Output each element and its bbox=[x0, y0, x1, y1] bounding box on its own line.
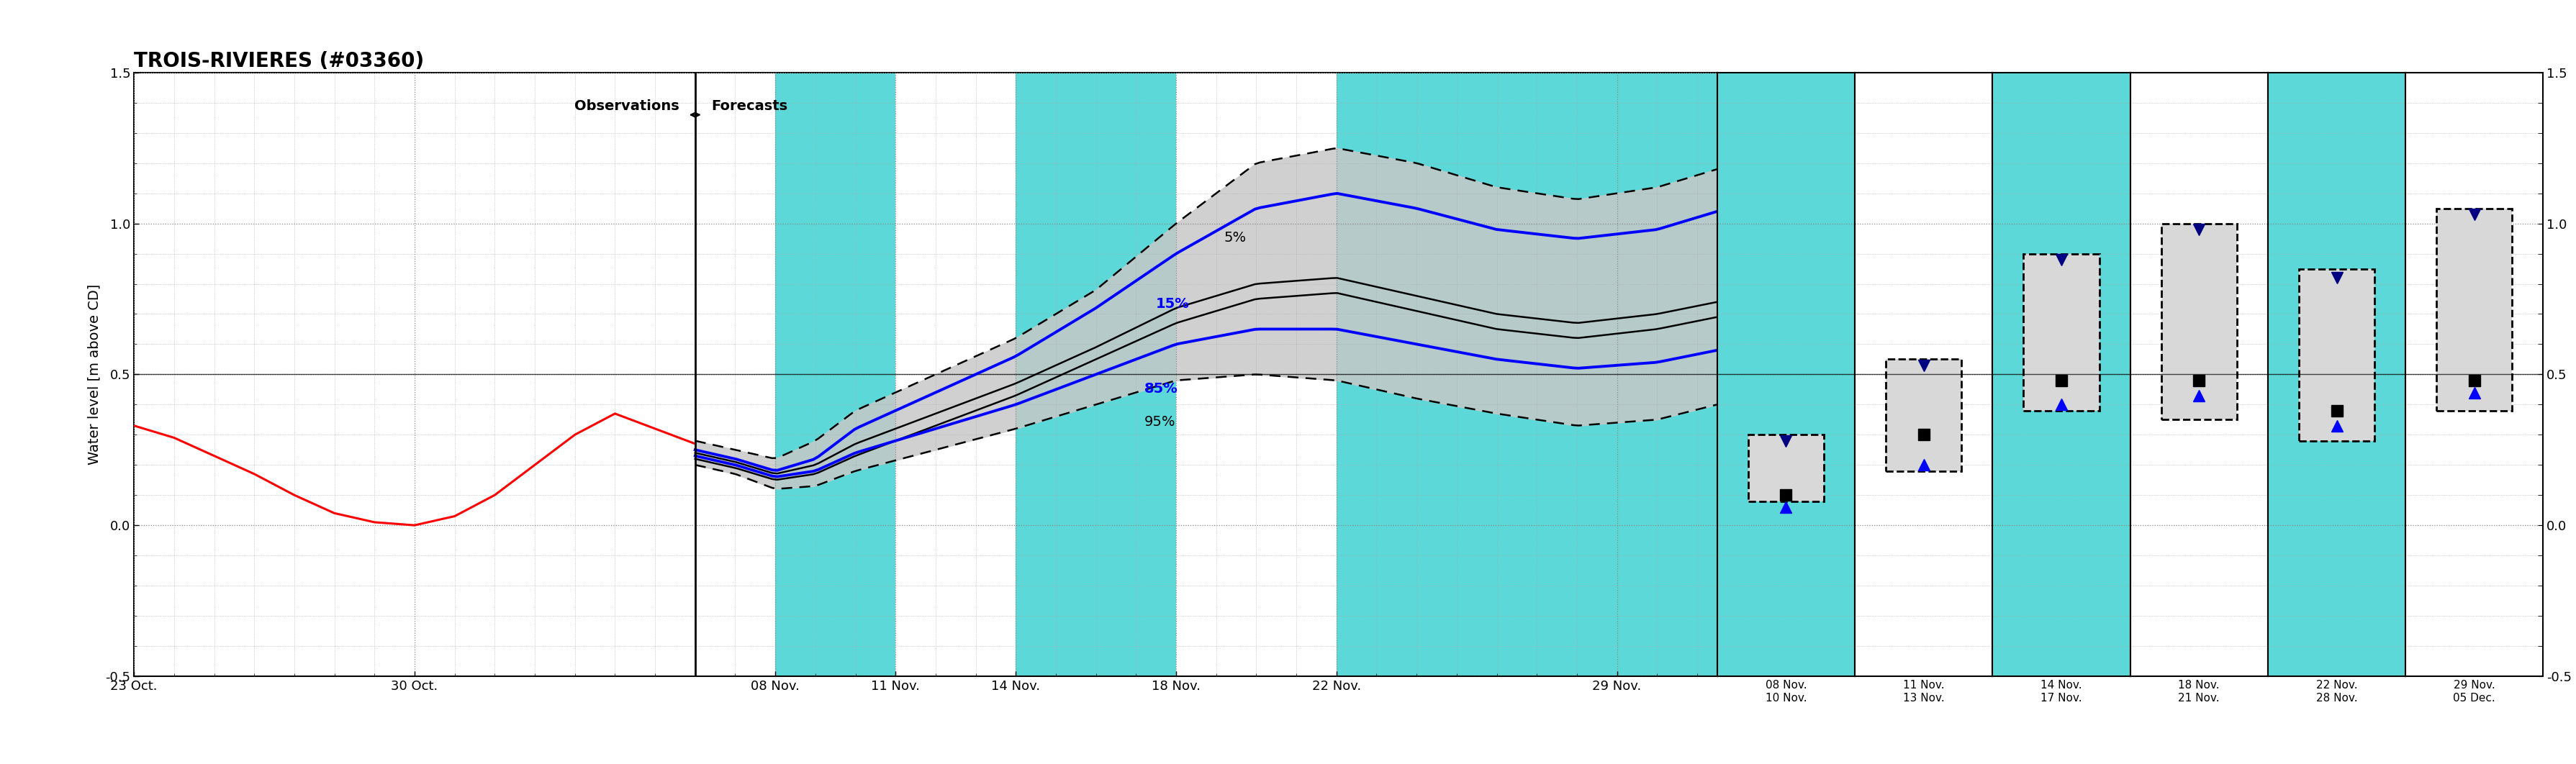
X-axis label: 29 Nov.
05 Dec.: 29 Nov. 05 Dec. bbox=[2452, 680, 2494, 704]
Text: 15%: 15% bbox=[1157, 297, 1190, 311]
X-axis label: 14 Nov.
17 Nov.: 14 Nov. 17 Nov. bbox=[2040, 680, 2081, 704]
Text: 85%: 85% bbox=[1144, 382, 1177, 395]
Text: Forecasts: Forecasts bbox=[711, 99, 788, 112]
Bar bbox=[2437, 209, 2512, 410]
Text: Observations: Observations bbox=[574, 99, 680, 112]
Bar bbox=[1747, 435, 1824, 501]
Bar bbox=[1747, 435, 1824, 501]
Y-axis label: Water level [m above CD]: Water level [m above CD] bbox=[88, 284, 100, 465]
X-axis label: 11 Nov.
13 Nov.: 11 Nov. 13 Nov. bbox=[1904, 680, 1945, 704]
Bar bbox=[1337, 73, 1716, 676]
Text: TROIS-RIVIERES (#03360): TROIS-RIVIERES (#03360) bbox=[134, 50, 425, 71]
Text: 5%: 5% bbox=[1224, 231, 1247, 244]
Bar bbox=[1886, 359, 1960, 471]
Bar bbox=[1886, 359, 1960, 471]
Text: 95%: 95% bbox=[1144, 415, 1175, 429]
X-axis label: 22 Nov.
28 Nov.: 22 Nov. 28 Nov. bbox=[2316, 680, 2357, 704]
X-axis label: 18 Nov.
21 Nov.: 18 Nov. 21 Nov. bbox=[2177, 680, 2218, 704]
X-axis label: 08 Nov.
10 Nov.: 08 Nov. 10 Nov. bbox=[1765, 680, 1806, 704]
Bar bbox=[1015, 73, 1175, 676]
Bar bbox=[2298, 269, 2375, 441]
Bar bbox=[775, 73, 896, 676]
Bar bbox=[2437, 209, 2512, 410]
Bar bbox=[2022, 254, 2099, 410]
Bar bbox=[2022, 254, 2099, 410]
Bar bbox=[2298, 269, 2375, 441]
Bar bbox=[2161, 223, 2236, 419]
Bar bbox=[2161, 223, 2236, 419]
